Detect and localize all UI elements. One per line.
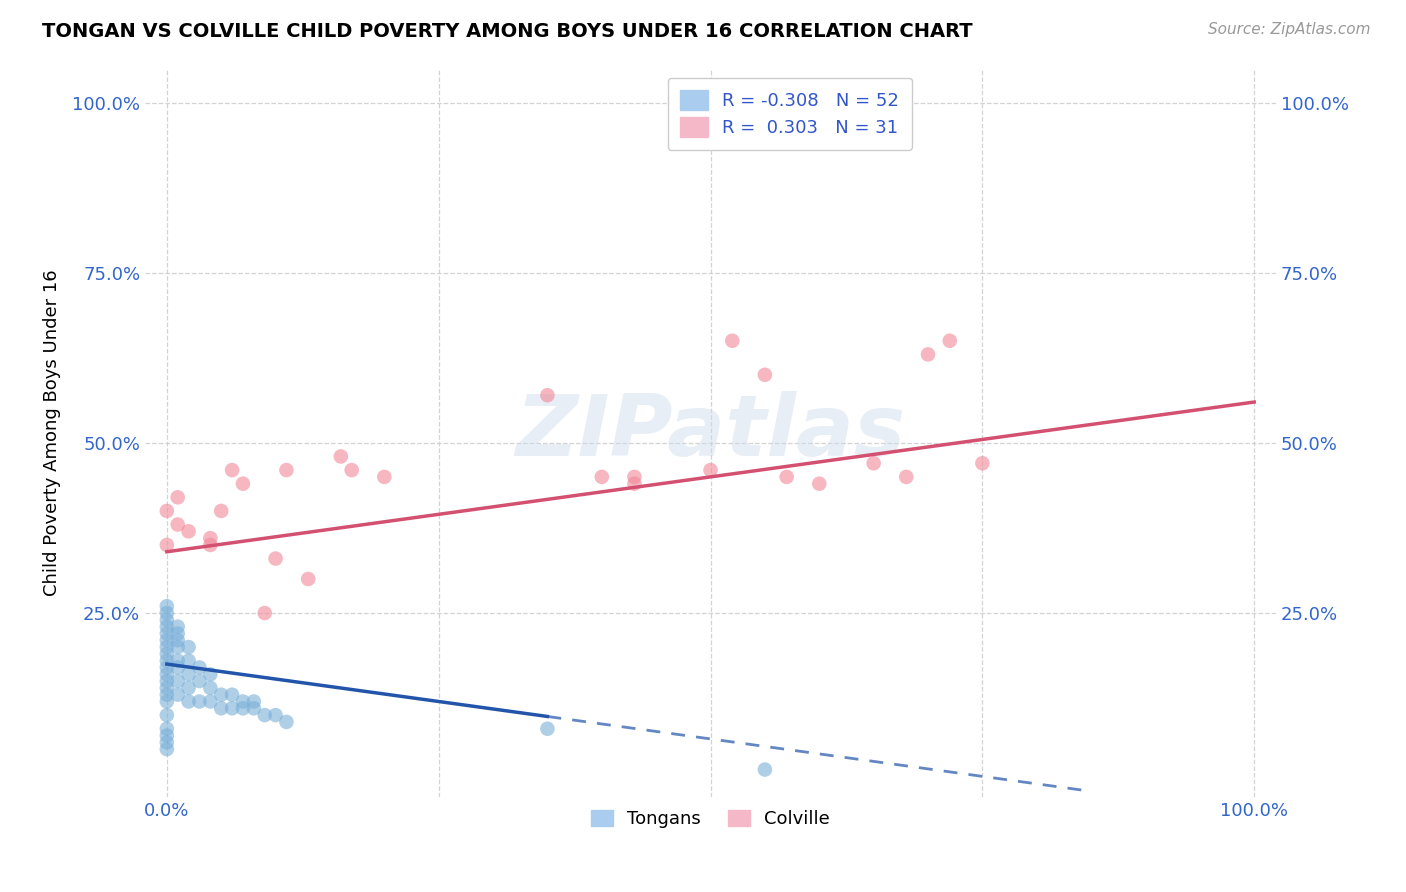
Point: [253, 708, 276, 723]
Point: [276, 463, 298, 477]
Point: [156, 729, 179, 743]
Point: [536, 722, 558, 736]
Point: [156, 633, 179, 648]
Point: [156, 708, 179, 723]
Point: [156, 654, 179, 668]
Point: [253, 606, 276, 620]
Point: [166, 633, 188, 648]
Point: [209, 701, 232, 715]
Point: [166, 688, 188, 702]
Point: [156, 647, 179, 661]
Point: [221, 463, 243, 477]
Point: [200, 531, 222, 545]
Point: [232, 694, 254, 708]
Point: [177, 640, 200, 654]
Point: [177, 654, 200, 668]
Point: [166, 517, 188, 532]
Point: [373, 470, 395, 484]
Point: [156, 667, 179, 681]
Text: ZIPatlas: ZIPatlas: [516, 392, 905, 475]
Point: [200, 667, 222, 681]
Point: [917, 347, 939, 361]
Point: [209, 688, 232, 702]
Point: [166, 660, 188, 674]
Point: [754, 763, 776, 777]
Legend: Tongans, Colville: Tongans, Colville: [583, 803, 837, 835]
Point: [166, 654, 188, 668]
Point: [896, 470, 918, 484]
Point: [177, 667, 200, 681]
Point: [156, 694, 179, 708]
Point: [243, 694, 266, 708]
Point: [156, 626, 179, 640]
Point: [623, 470, 645, 484]
Point: [188, 660, 211, 674]
Point: [156, 681, 179, 695]
Point: [156, 688, 179, 702]
Point: [166, 619, 188, 633]
Point: [177, 524, 200, 539]
Y-axis label: Child Poverty Among Boys Under 16: Child Poverty Among Boys Under 16: [44, 269, 60, 596]
Point: [156, 619, 179, 633]
Point: [200, 694, 222, 708]
Point: [156, 722, 179, 736]
Point: [221, 688, 243, 702]
Point: [200, 681, 222, 695]
Point: [221, 701, 243, 715]
Point: [156, 735, 179, 749]
Point: [721, 334, 744, 348]
Point: [232, 701, 254, 715]
Point: [340, 463, 363, 477]
Point: [166, 626, 188, 640]
Point: [297, 572, 319, 586]
Point: [329, 450, 352, 464]
Point: [243, 701, 266, 715]
Point: [808, 476, 831, 491]
Point: [754, 368, 776, 382]
Point: [166, 674, 188, 689]
Point: [156, 606, 179, 620]
Point: [862, 456, 884, 470]
Point: [166, 491, 188, 505]
Point: [188, 694, 211, 708]
Point: [156, 660, 179, 674]
Point: [156, 538, 179, 552]
Point: [156, 613, 179, 627]
Point: [276, 714, 298, 729]
Point: [156, 504, 179, 518]
Point: [938, 334, 960, 348]
Point: [188, 674, 211, 689]
Point: [177, 694, 200, 708]
Text: Source: ZipAtlas.com: Source: ZipAtlas.com: [1208, 22, 1371, 37]
Point: [156, 674, 179, 689]
Point: [264, 551, 287, 566]
Point: [536, 388, 558, 402]
Point: [232, 476, 254, 491]
Point: [166, 640, 188, 654]
Point: [699, 463, 721, 477]
Point: [264, 708, 287, 723]
Point: [775, 470, 797, 484]
Point: [156, 640, 179, 654]
Point: [591, 470, 613, 484]
Point: [156, 742, 179, 756]
Point: [177, 681, 200, 695]
Text: TONGAN VS COLVILLE CHILD POVERTY AMONG BOYS UNDER 16 CORRELATION CHART: TONGAN VS COLVILLE CHILD POVERTY AMONG B…: [42, 22, 973, 41]
Point: [623, 476, 645, 491]
Point: [200, 538, 222, 552]
Point: [156, 599, 179, 614]
Point: [972, 456, 994, 470]
Point: [209, 504, 232, 518]
